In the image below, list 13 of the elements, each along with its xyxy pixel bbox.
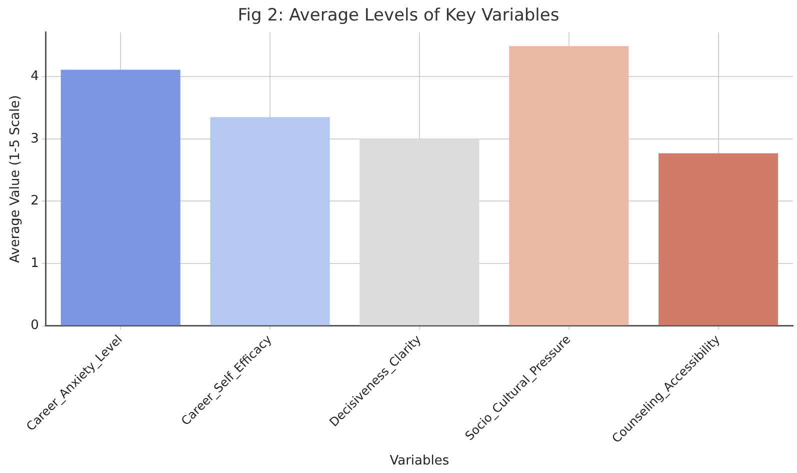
bar bbox=[210, 117, 330, 326]
bar bbox=[509, 46, 629, 326]
y-tick-label: 0 bbox=[30, 318, 39, 334]
chart-title: Fig 2: Average Levels of Key Variables bbox=[238, 6, 560, 26]
bar bbox=[360, 138, 480, 326]
bar bbox=[60, 70, 180, 326]
y-axis-title: Average Value (1-5 Scale) bbox=[8, 95, 24, 264]
y-tick-label: 2 bbox=[30, 194, 39, 209]
bar bbox=[658, 153, 778, 326]
y-tick-label: 4 bbox=[30, 69, 39, 84]
y-tick-label: 3 bbox=[30, 131, 39, 146]
x-axis-title: Variables bbox=[390, 454, 450, 469]
y-tick-label: 1 bbox=[30, 256, 39, 271]
